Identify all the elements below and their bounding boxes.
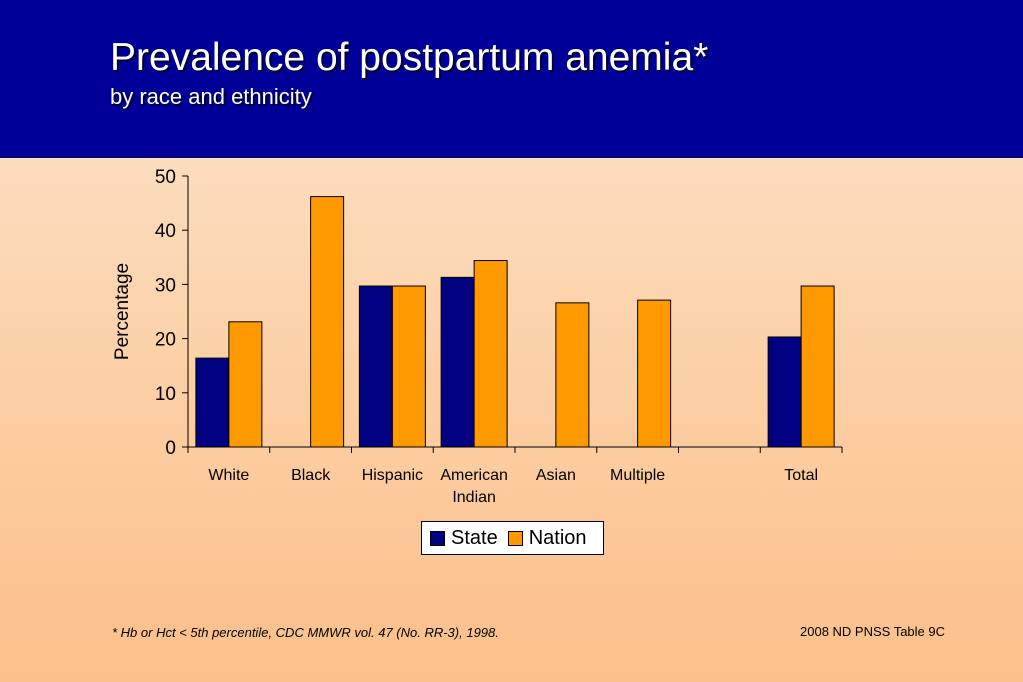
bar-nation-asian [555,302,590,448]
source-note: 2008 ND PNSS Table 9C [800,624,946,639]
x-tick-label: Hispanic [362,467,423,484]
footnote: * Hb or Hct < 5th percentile, CDC MMWR v… [112,625,499,640]
x-tick-label: Black [291,467,331,484]
bar-state-white [195,357,230,448]
y-tick-label: 10 [155,384,176,405]
legend-item-nation: Nation [507,526,587,550]
x-tick-label: Multiple [610,467,665,484]
y-tick-label: 30 [155,275,176,296]
chart-legend: State Nation [421,521,604,555]
x-tick-label: Total [784,467,818,484]
bar-state-total [767,336,802,448]
legend-label-state: State [451,526,498,549]
y-tick-label: 40 [155,221,176,242]
legend-swatch-state [430,530,445,546]
y-tick-label: 0 [165,438,176,459]
bar-nation-black [310,196,345,448]
title-banner: Prevalence of postpartum anemia* by race… [0,0,1023,158]
x-tick-label: Asian [536,467,576,484]
bar-nation-multiple [637,299,672,448]
bar-nation-white [228,321,263,448]
legend-label-nation: Nation [528,526,587,549]
y-axis-label: Percentage [112,263,133,360]
bar-nation-hispanic [391,285,426,448]
y-tick-label: 50 [155,167,176,188]
bar-state-american-indian [440,276,475,448]
legend-item-state: State [430,527,498,550]
bar-nation-american-indian [473,260,508,448]
x-tick-label: American [440,467,508,484]
chart-subtitle: by race and ethnicity [110,84,312,109]
legend-swatch-nation [507,530,523,546]
y-tick-label: 20 [155,330,176,351]
bar-state-hispanic [358,285,393,448]
x-tick-label: White [208,467,249,484]
x-tick-label: Indian [452,489,496,506]
chart-title: Prevalence of postpartum anemia* [110,36,709,79]
bar-nation-total [800,285,835,448]
